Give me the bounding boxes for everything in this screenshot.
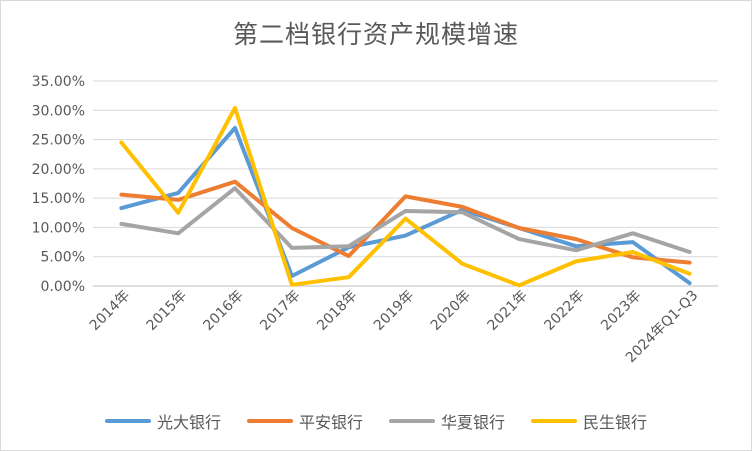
series-line-2 <box>119 179 692 265</box>
legend-item: 华夏银行 <box>389 409 505 433</box>
series-line-4 <box>119 105 692 288</box>
legend-label: 平安银行 <box>298 413 363 432</box>
y-tick-label: 5.00% <box>41 250 85 266</box>
series-line-1 <box>119 125 692 286</box>
x-tick-label: 2019年 <box>371 288 417 334</box>
chart-title: 第二档银行资产规模增速 <box>232 20 519 49</box>
legend-swatch <box>104 419 151 423</box>
x-tick-label: 2017年 <box>257 288 303 334</box>
x-tick-label: 2015年 <box>144 288 190 334</box>
y-tick-label: 15.00% <box>32 191 85 207</box>
legend-swatch <box>246 419 293 423</box>
series-line-3 <box>119 186 692 254</box>
y-tick-label: 25.00% <box>32 133 85 149</box>
y-tick-label: 35.00% <box>32 74 85 90</box>
legend-item: 民生银行 <box>531 409 647 433</box>
y-tick-label: 0.00% <box>41 279 85 295</box>
legend-item: 平安银行 <box>246 409 363 433</box>
y-tick-label: 20.00% <box>32 162 85 178</box>
x-tick-label: 2016年 <box>200 288 246 334</box>
chart-legend: 光大银行 平安银行 华夏银行 民生银行 <box>1 409 751 433</box>
x-tick-label: 2022年 <box>541 288 587 334</box>
x-tick-label: 2018年 <box>314 288 360 334</box>
x-tick-label: 2021年 <box>485 288 531 334</box>
x-tick-label: 2014年 <box>87 288 133 334</box>
y-tick-label: 10.00% <box>32 220 85 236</box>
legend-label: 光大银行 <box>156 413 221 432</box>
legend-label: 民生银行 <box>583 413 648 432</box>
legend-item: 光大银行 <box>104 409 221 433</box>
y-tick-label: 30.00% <box>32 103 85 119</box>
legend-label: 华夏银行 <box>441 413 506 432</box>
legend-swatch <box>389 419 435 423</box>
x-tick-label: 2020年 <box>428 288 474 334</box>
x-tick-label: 2023年 <box>598 288 644 334</box>
legend-swatch <box>531 419 578 423</box>
